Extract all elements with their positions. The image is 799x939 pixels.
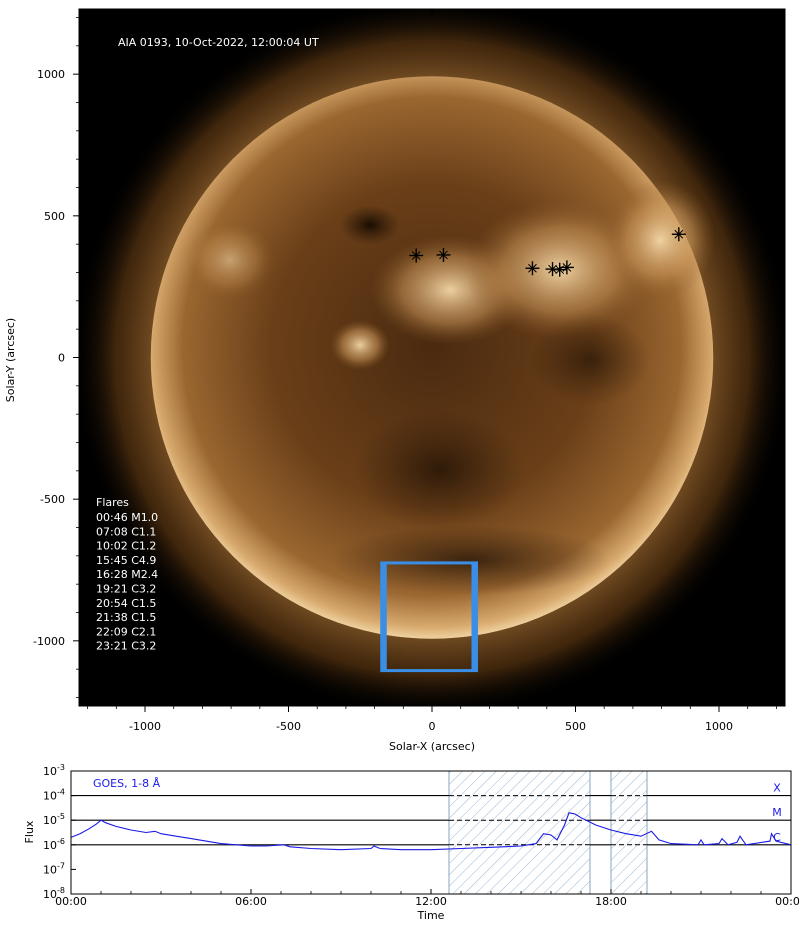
- image-y-tick-label: -500: [40, 493, 65, 506]
- image-y-tick-label: 0: [58, 352, 65, 365]
- image-x-tick-label: -1000: [129, 720, 161, 733]
- coronal-hole-north: [340, 205, 400, 245]
- flare-list-item: 10:02 C1.2: [96, 540, 156, 553]
- flare-list-item: 07:08 C1.1: [96, 525, 156, 538]
- image-x-tick-label: 0: [429, 720, 436, 733]
- flare-list-item: 22:09 C2.1: [96, 625, 156, 638]
- goes-shaded-interval: [610, 770, 648, 895]
- goes-x-tick-label: 00:00: [775, 895, 799, 908]
- goes-legend-label: GOES, 1-8 Å: [93, 777, 161, 790]
- goes-y-tick-label: 10-8: [43, 886, 65, 901]
- goes-x-tick-label: 12:00: [415, 895, 447, 908]
- selection-box-right-edge: [471, 562, 478, 671]
- image-y-axis-title: Solar-Y (arcsec): [4, 318, 17, 402]
- flare-list-title: Flares: [96, 496, 129, 509]
- active-region-center: [330, 320, 390, 370]
- flare-list-item: 15:45 C4.9: [96, 554, 156, 567]
- image-x-tick-label: 1000: [705, 720, 733, 733]
- active-region-west: [605, 180, 715, 300]
- flare-marker: [525, 261, 540, 276]
- goes-class-labels: XMC: [772, 782, 782, 844]
- goes-class-label: C: [773, 831, 781, 844]
- active-region-east: [185, 220, 275, 300]
- flare-list-item: 16:28 M2.4: [96, 568, 158, 581]
- flare-marker: [409, 248, 424, 263]
- image-y-ticks: 1000 500 0 -500 -1000: [33, 17, 79, 698]
- goes-y-tick-label: 10-3: [43, 763, 65, 778]
- sun-rendering: [79, 9, 785, 706]
- image-y-tick-label: -1000: [33, 635, 65, 648]
- goes-y-axis-title: Flux: [23, 820, 36, 843]
- image-y-tick-label: 1000: [37, 68, 65, 81]
- selection-box-left-edge: [380, 562, 387, 671]
- image-x-axis-title: Solar-X (arcsec): [389, 740, 475, 753]
- goes-class-levels: [71, 794, 791, 846]
- goes-x-tick-label: 06:00: [235, 895, 267, 908]
- goes-x-tick-label: 00:00: [55, 895, 87, 908]
- goes-plot-background: [71, 771, 791, 894]
- flare-list-item: 20:54 C1.5: [96, 597, 156, 610]
- goes-shaded-intervals: [448, 770, 648, 895]
- coronal-hole-west: [530, 315, 650, 405]
- flare-marker: [559, 260, 574, 275]
- flare-markers: [409, 227, 686, 277]
- flare-marker: [671, 227, 686, 242]
- goes-y-tick-label: 10-5: [43, 812, 65, 827]
- goes-x-tick-label: 18:00: [595, 895, 627, 908]
- goes-shaded-interval: [448, 770, 591, 895]
- goes-class-label: M: [772, 806, 782, 819]
- solar-image-panel: AIA 0193, 10-Oct-2022, 12:00:04 UT Flare…: [4, 8, 786, 753]
- image-x-tick-label: 500: [565, 720, 586, 733]
- image-x-tick-label: -500: [276, 720, 301, 733]
- coronal-hole-south: [330, 525, 610, 595]
- goes-y-tick-label: 10-7: [43, 861, 65, 876]
- image-title: AIA 0193, 10-Oct-2022, 12:00:04 UT: [118, 36, 319, 49]
- flare-list-item: 19:21 C3.2: [96, 583, 156, 596]
- image-x-ticks: -1000 -500 0 500 1000: [87, 9, 777, 733]
- goes-class-label: X: [773, 782, 781, 795]
- goes-x-ticks: 00:00 06:00 12:00 18:00 00:00: [55, 889, 799, 908]
- goes-x-axis-title: Time: [417, 909, 445, 922]
- goes-y-tick-label: 10-4: [43, 788, 65, 803]
- flare-list: 00:46 M1.007:08 C1.1 10:02 C1.215:45 C4.9…: [96, 511, 158, 653]
- goes-y-tick-label: 10-6: [43, 837, 65, 852]
- goes-flux-line: [70, 812, 792, 851]
- flare-list-item: 23:21 C3.2: [96, 640, 156, 653]
- flare-list-item: 21:38 C1.5: [96, 611, 156, 624]
- image-y-tick-label: 500: [44, 210, 65, 223]
- goes-flux-panel: GOES, 1-8 Å XMC 00:00 06:00 12:00 18:00 00:0…: [23, 763, 799, 922]
- flare-marker: [436, 247, 451, 262]
- coronal-hole-center: [355, 410, 525, 530]
- flare-list-item: 00:46 M1.0: [96, 511, 158, 524]
- flare-marker: [545, 262, 560, 277]
- goes-y-ticks: 10-8 10-7 10-6 10-5 10-4 10-3: [43, 763, 76, 901]
